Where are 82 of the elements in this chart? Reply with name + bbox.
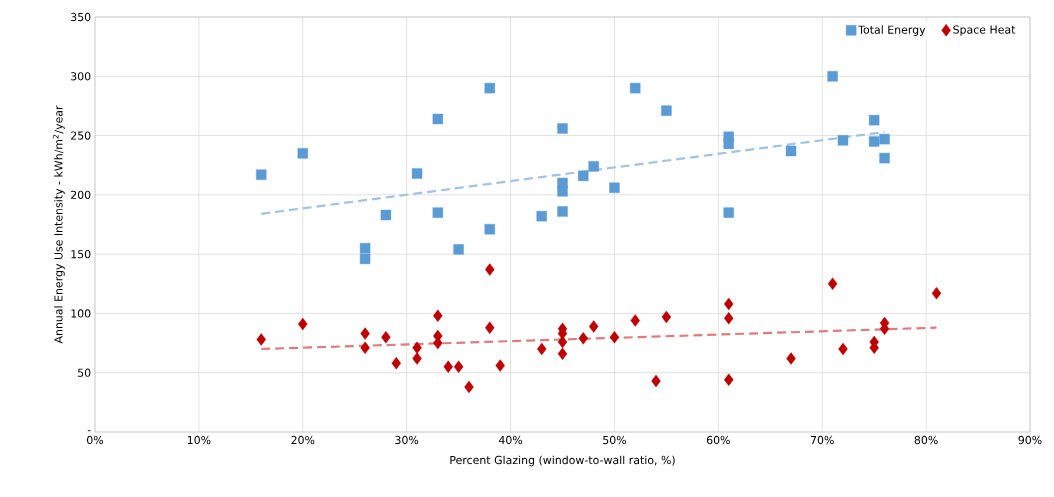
point — [827, 277, 838, 290]
point — [879, 152, 890, 164]
point — [411, 168, 423, 179]
x-tick-label: 20% — [291, 435, 315, 445]
x-tick-label: 80% — [914, 435, 938, 445]
point — [651, 374, 661, 388]
point — [391, 357, 401, 370]
point — [578, 170, 589, 182]
point — [868, 114, 880, 126]
point — [537, 342, 547, 356]
point — [827, 71, 838, 82]
x-tick-label: 30% — [395, 435, 419, 445]
point — [433, 309, 443, 322]
x-tick-label: 60% — [706, 435, 730, 445]
point — [609, 330, 620, 344]
point — [661, 105, 672, 116]
point — [484, 224, 495, 235]
point — [931, 287, 942, 300]
point — [443, 360, 453, 373]
point — [297, 148, 308, 159]
point — [588, 320, 599, 333]
point — [837, 135, 849, 146]
point — [536, 211, 547, 222]
point — [359, 253, 371, 265]
point — [661, 310, 672, 324]
point — [578, 332, 588, 345]
point — [453, 360, 464, 373]
point — [785, 145, 797, 157]
point — [609, 182, 620, 193]
legend-label: Total Energy — [858, 25, 926, 36]
point — [724, 311, 734, 325]
point — [557, 335, 568, 349]
y-axis-title: Annual Energy Use Intensity - kWh/m$^{2}$/year — [52, 105, 65, 344]
point — [557, 123, 568, 134]
point — [485, 263, 495, 276]
x-tick-label: 10% — [187, 435, 211, 445]
x-tick-label: 40% — [498, 435, 523, 445]
point — [360, 327, 370, 340]
point — [432, 113, 444, 125]
y-tick-label: 100 — [71, 309, 91, 318]
point — [256, 333, 266, 346]
point — [412, 352, 422, 365]
y-tick-label: 50 — [78, 368, 91, 377]
point — [588, 161, 599, 172]
y-tick-label: 200 — [71, 190, 91, 199]
point — [557, 186, 568, 197]
point — [484, 82, 495, 94]
x-tick-label: 50% — [603, 435, 626, 445]
x-tick-label: 90% — [1018, 435, 1042, 445]
legend-label: Space Heat — [953, 25, 1016, 36]
point — [453, 244, 464, 255]
point — [381, 330, 391, 344]
point — [380, 209, 392, 221]
point — [868, 136, 880, 147]
y-tick-label: 300 — [71, 72, 91, 81]
point — [432, 207, 444, 218]
y-tick-label: 150 — [71, 250, 91, 259]
y-tick-label: 250 — [71, 131, 91, 140]
point — [724, 373, 734, 387]
point — [464, 380, 474, 394]
point — [723, 138, 734, 150]
x-axis-title: Percent Glazing (window-to-wall ratio, %) — [450, 455, 675, 467]
point — [359, 243, 371, 254]
point — [838, 342, 848, 356]
y-tick-label: - — [87, 430, 91, 432]
point — [412, 341, 422, 355]
point — [879, 133, 890, 145]
x-tick-label: 0% — [87, 435, 104, 445]
x-tick-label: 70% — [810, 435, 834, 445]
point — [723, 207, 734, 218]
point — [630, 314, 640, 327]
point — [360, 341, 370, 355]
point — [485, 321, 495, 334]
point — [630, 82, 641, 94]
point — [557, 347, 568, 360]
point — [256, 169, 267, 180]
point — [724, 297, 734, 311]
point — [495, 359, 505, 372]
point — [786, 352, 796, 365]
point — [298, 317, 308, 331]
y-tick-label: 350 — [71, 12, 91, 22]
point — [557, 206, 568, 217]
